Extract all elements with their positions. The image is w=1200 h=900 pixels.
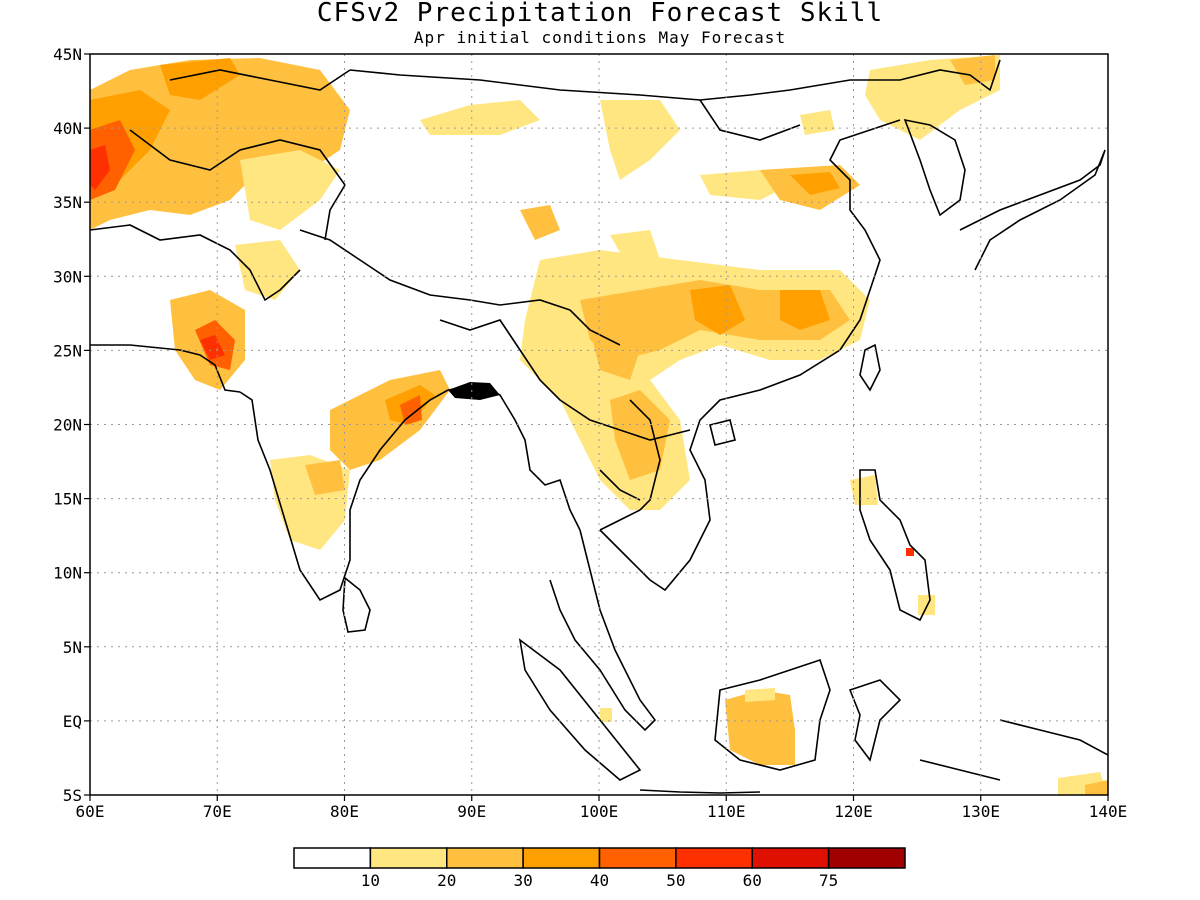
map-axes: 60E 70E 80E 90E 100E 110E 120E 130E 140E 45N 40N 35…: [53, 45, 1127, 821]
colorbar-label: 40: [590, 871, 609, 890]
colorbar-swatch: [446, 847, 524, 869]
lat-tick-label: 5S: [63, 786, 82, 805]
colorbar-swatch: [751, 847, 830, 869]
lon-tick-label: 120E: [834, 802, 873, 821]
lat-tick-label: 45N: [53, 45, 82, 64]
lon-tick-label: 140E: [1089, 802, 1128, 821]
lat-tick-label: 30N: [53, 267, 82, 286]
lat-tick-label: 25N: [53, 341, 82, 360]
lon-tick-label: 80E: [330, 802, 359, 821]
grid-lines: [90, 54, 1108, 795]
coastlines: [90, 59, 1108, 794]
map-title: CFSv2 Precipitation Forecast Skill: [316, 0, 884, 28]
lat-tick-label: 15N: [53, 490, 82, 509]
colorbar-swatch: [598, 847, 677, 869]
lon-tick-label: 110E: [707, 802, 746, 821]
delta-region: [448, 382, 500, 400]
lon-tick-label: 60E: [76, 802, 105, 821]
colorbar-label: 50: [666, 871, 685, 890]
colorbar-label: 75: [819, 871, 838, 890]
lat-tick-label: 10N: [53, 564, 82, 583]
lon-tick-label: 130E: [961, 802, 1000, 821]
map-subtitle: Apr initial conditions May Forecast: [413, 28, 787, 47]
colorbar-swatch: [827, 847, 906, 869]
lat-tick-label: 40N: [53, 119, 82, 138]
colorbar-swatch: [293, 847, 372, 869]
lon-tick-label: 90E: [457, 802, 486, 821]
skill-shading: [90, 55, 1108, 795]
lat-tick-label: 35N: [53, 193, 82, 212]
lon-tick-label: 100E: [580, 802, 619, 821]
colorbar: 10 20 30 40 50 60 75: [293, 847, 906, 890]
lon-tick-label: 70E: [203, 802, 232, 821]
lat-tick-label: EQ: [63, 712, 82, 731]
colorbar-swatch: [675, 847, 753, 869]
colorbar-label: 10: [361, 871, 380, 890]
colorbar-swatch: [522, 847, 601, 869]
lat-tick-label: 5N: [63, 638, 82, 657]
lat-tick-label: 20N: [53, 416, 82, 435]
colorbar-swatch: [369, 847, 448, 869]
colorbar-label: 20: [437, 871, 456, 890]
colorbar-label: 30: [513, 871, 532, 890]
colorbar-label: 60: [743, 871, 762, 890]
